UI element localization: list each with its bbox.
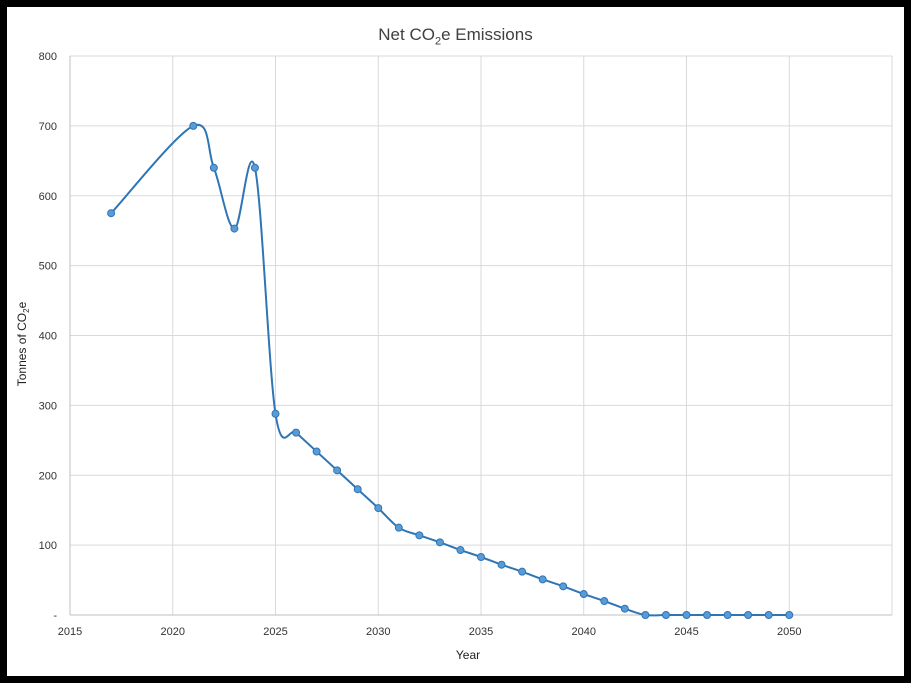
data-point bbox=[661, 611, 670, 619]
data-point bbox=[477, 553, 485, 562]
x-tick-label: 2020 bbox=[161, 626, 185, 638]
x-tick-label: 2015 bbox=[58, 626, 82, 638]
chart-title-subscript: 2 bbox=[434, 35, 442, 48]
chart-title-main: Net CO bbox=[378, 25, 435, 44]
plot-area: - 100 200 300 400 500 600 700 800 2015 2020 2025 203… bbox=[39, 51, 893, 638]
data-point bbox=[682, 611, 691, 619]
data-point bbox=[497, 560, 506, 569]
series-line bbox=[110, 123, 790, 617]
data-point bbox=[271, 409, 280, 418]
x-tick-label: 2050 bbox=[777, 626, 801, 638]
x-tick-label: 2025 bbox=[263, 626, 287, 638]
y-tick-label: 300 bbox=[39, 400, 57, 412]
y-tick-label: 500 bbox=[39, 261, 57, 273]
data-point bbox=[600, 597, 609, 606]
data-point bbox=[764, 611, 773, 619]
y-tick-label: 100 bbox=[39, 540, 57, 552]
y-tick-label: - bbox=[53, 610, 57, 622]
x-tick-label: 2040 bbox=[572, 626, 596, 638]
data-point bbox=[292, 428, 301, 437]
data-point bbox=[538, 575, 547, 584]
chart-title-rest: e Emissions bbox=[441, 25, 533, 44]
y-tick-label: 700 bbox=[39, 121, 57, 133]
data-point bbox=[312, 447, 321, 456]
x-tick-label: 2045 bbox=[674, 626, 698, 638]
data-point bbox=[209, 163, 218, 172]
data-point bbox=[250, 163, 259, 172]
data-point bbox=[620, 604, 629, 613]
x-tick-label: 2030 bbox=[366, 626, 390, 638]
y-tick-label: 800 bbox=[39, 51, 57, 63]
x-tick-label: 2035 bbox=[469, 626, 493, 638]
data-point bbox=[333, 466, 342, 475]
data-point bbox=[518, 567, 527, 576]
data-point bbox=[230, 224, 239, 233]
data-point bbox=[107, 209, 116, 218]
y-tick-label: 600 bbox=[39, 191, 57, 203]
data-point bbox=[579, 590, 588, 599]
data-point bbox=[559, 582, 568, 591]
data-point bbox=[435, 538, 444, 547]
data-point bbox=[394, 523, 403, 532]
data-point bbox=[415, 531, 424, 540]
data-point bbox=[353, 485, 362, 494]
y-tick-label: 400 bbox=[39, 331, 57, 343]
chart-title: Net CO2e Emissions bbox=[7, 25, 904, 47]
data-point bbox=[723, 611, 732, 619]
chart-frame: Net CO2e Emissions Tonnes of CO2e Year -… bbox=[7, 7, 904, 676]
data-point bbox=[641, 611, 650, 619]
y-tick-label: 200 bbox=[39, 470, 57, 482]
data-point bbox=[189, 121, 198, 130]
data-point bbox=[456, 546, 465, 555]
data-point bbox=[374, 504, 383, 513]
data-point bbox=[703, 611, 712, 619]
x-axis-title: Year bbox=[455, 648, 481, 662]
data-point bbox=[785, 611, 794, 619]
data-point bbox=[744, 611, 753, 619]
